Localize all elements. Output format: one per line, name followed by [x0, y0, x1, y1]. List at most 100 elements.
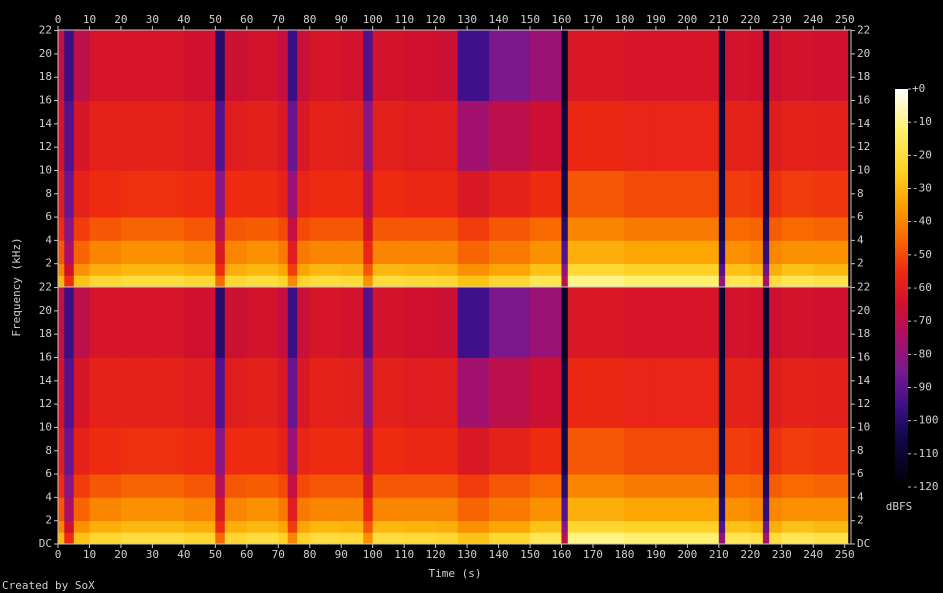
spectrogram-cell: [592, 275, 625, 288]
spectrogram-cell: [58, 275, 65, 288]
spectrogram-cell: [592, 287, 625, 358]
spectrogram-cell: [89, 217, 122, 241]
spectrogram-cell: [215, 497, 226, 522]
spectrogram-cell: [278, 532, 289, 545]
spectrogram-cell: [183, 427, 216, 475]
spectrogram-cell: [152, 217, 185, 241]
spectrogram-cell: [435, 170, 459, 218]
spectrogram-cell: [762, 263, 770, 276]
spectrogram-cell: [120, 217, 153, 241]
spectrogram-cell: [183, 263, 216, 276]
spectrogram-cell: [297, 497, 311, 522]
spectrogram-cell: [769, 532, 783, 545]
x-tick-label-top: 90: [335, 13, 348, 26]
spectrogram-cell: [530, 30, 562, 101]
spectrogram-cell: [725, 474, 751, 498]
x-tick-label: 40: [177, 548, 190, 561]
spectrogram-cell: [530, 170, 562, 218]
spectrogram-cell: [287, 100, 298, 171]
spectrogram-cell: [309, 217, 342, 241]
spectrogram-cell: [718, 474, 726, 498]
spectrogram-cell: [624, 275, 657, 288]
spectrogram-cell: [592, 170, 625, 218]
spectrogram-cell: [246, 357, 279, 428]
spectrogram-cell: [655, 474, 688, 498]
spectrogram-cell: [567, 287, 594, 358]
y2-tick-label: 22: [857, 24, 870, 37]
spectrogram-cell: [567, 30, 594, 101]
spectrogram-cell: [215, 30, 226, 101]
y2-tick-label: 4: [857, 490, 864, 503]
spectrogram-cell: [687, 520, 720, 533]
spectrogram-cell: [64, 170, 75, 218]
colorbar-tick-label: -90: [912, 381, 932, 394]
spectrogram-cell: [297, 357, 311, 428]
spectrogram-cell: [457, 474, 490, 498]
spectrogram-cell: [224, 497, 248, 522]
spectrogram-cell: [278, 357, 289, 428]
spectrogram-cell: [592, 532, 625, 545]
spectrogram-cell: [781, 217, 814, 241]
spectrogram-cell: [561, 275, 569, 288]
x-tick-label-top: 0: [55, 13, 62, 26]
channel-panel: [58, 30, 849, 288]
spectrogram-cell: [152, 532, 185, 545]
spectrogram-cell: [183, 287, 216, 358]
x-tick-label: 140: [489, 548, 509, 561]
spectrogram-cell: [813, 474, 849, 498]
colorbar-tick-label: -60: [912, 281, 932, 294]
spectrogram-cell: [297, 30, 311, 101]
spectrogram-cell: [813, 170, 849, 218]
x-tick-label: 150: [520, 548, 540, 561]
y-tick-label: 8: [45, 444, 52, 457]
y2-tick-label: 8: [857, 444, 864, 457]
spectrogram-cell: [624, 427, 657, 475]
spectrogram-cell: [687, 474, 720, 498]
y2-tick-label: 14: [857, 117, 871, 130]
y2-tick-label: DC: [857, 537, 870, 550]
spectrogram-cell: [435, 275, 459, 288]
spectrogram-cell: [567, 275, 594, 288]
spectrogram-cell: [781, 357, 814, 428]
y-tick-label: 4: [45, 490, 52, 503]
spectrogram-cell: [73, 357, 90, 428]
spectrogram-cell: [363, 520, 374, 533]
spectrogram-cell: [309, 427, 342, 475]
spectrogram-cell: [363, 170, 374, 218]
x-tick-label: 90: [335, 548, 348, 561]
x-tick-label-top: 220: [740, 13, 760, 26]
spectrogram-cell: [489, 100, 531, 171]
y2-tick-label: 6: [857, 210, 864, 223]
spectrogram-cell: [718, 275, 726, 288]
y-tick-label: 12: [39, 140, 52, 153]
spectrogram-cell: [457, 170, 490, 218]
x-tick-label-top: 250: [835, 13, 855, 26]
spectrogram-cell: [592, 427, 625, 475]
spectrogram-cell: [530, 100, 562, 171]
spectrogram-cell: [58, 217, 65, 241]
spectrogram-cell: [718, 100, 726, 171]
spectrogram-cell: [561, 287, 569, 358]
spectrogram-cell: [73, 263, 90, 276]
spectrogram-cell: [655, 100, 688, 171]
spectrogram-cell: [58, 170, 65, 218]
spectrogram-cell: [372, 170, 405, 218]
spectrogram-cell: [624, 287, 657, 358]
x-tick-label-top: 60: [240, 13, 253, 26]
y2-tick-label: 20: [857, 304, 870, 317]
spectrogram-cell: [725, 427, 751, 475]
y-tick-label: 22: [39, 281, 52, 294]
spectrogram-cell: [58, 240, 65, 265]
y-tick-label: 2: [45, 514, 52, 527]
spectrogram-cell: [215, 474, 226, 498]
spectrogram-cell: [287, 532, 298, 545]
spectrogram-cell: [813, 427, 849, 475]
spectrogram-cell: [73, 520, 90, 533]
spectrogram-cell: [750, 497, 764, 522]
spectrogram-cell: [215, 287, 226, 358]
spectrogram-cell: [404, 357, 437, 428]
spectrogram-cell: [278, 497, 289, 522]
spectrogram-cell: [592, 497, 625, 522]
spectrogram-cell: [287, 170, 298, 218]
spectrogram-cell: [73, 532, 90, 545]
